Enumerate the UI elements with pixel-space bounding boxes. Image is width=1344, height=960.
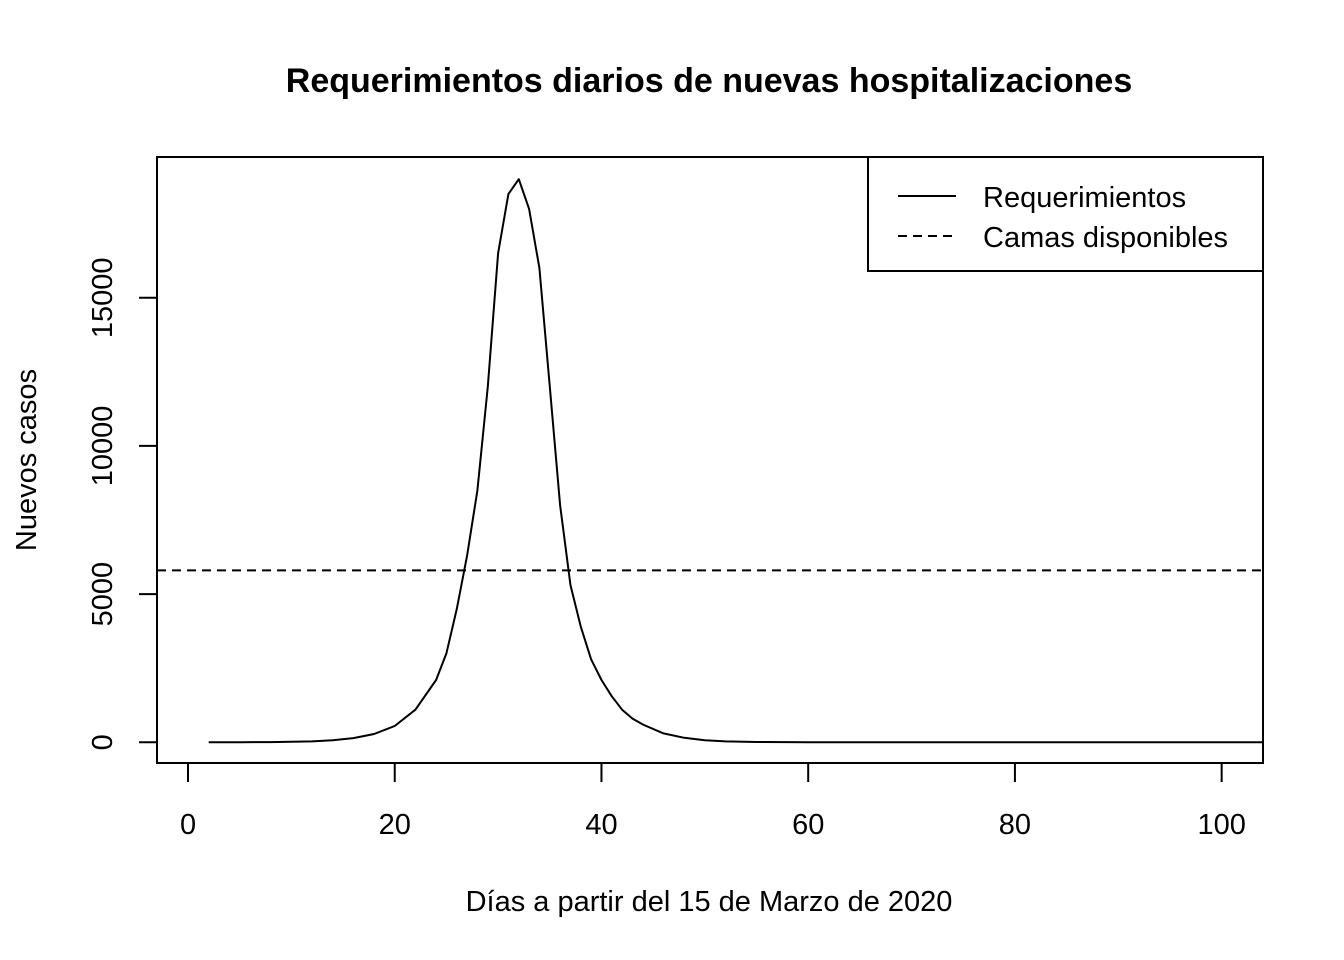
x-axis: 0 20 40 60 80 100 <box>180 762 1246 841</box>
legend-label-camas: Camas disponibles <box>983 222 1228 254</box>
legend: Requerimientos Camas disponibles <box>867 156 1264 272</box>
plot-lines <box>157 178 1263 744</box>
chart-title: Requerimientos diarios de nuevas hospita… <box>286 62 1132 100</box>
x-axis-label: Días a partir del 15 de Marzo de 2020 <box>466 886 953 918</box>
y-tick-label: 15000 <box>87 257 119 338</box>
legend-label-requerimientos: Requerimientos <box>983 182 1186 214</box>
x-tick-label: 80 <box>999 809 1031 841</box>
x-tick-label: 100 <box>1197 809 1245 841</box>
x-tick-label: 60 <box>792 809 824 841</box>
legend-box <box>867 156 1264 272</box>
x-tick-label: 40 <box>585 809 617 841</box>
series-line-requerimientos <box>208 178 1263 744</box>
y-tick-label: 0 <box>87 734 119 750</box>
x-tick-label: 20 <box>379 809 411 841</box>
y-axis: 0 5000 10000 15000 <box>87 257 158 750</box>
y-tick-label: 10000 <box>87 406 119 487</box>
y-tick-label: 5000 <box>87 562 119 627</box>
y-axis-label: Nuevos casos <box>11 369 43 551</box>
x-tick-label: 0 <box>180 809 196 841</box>
